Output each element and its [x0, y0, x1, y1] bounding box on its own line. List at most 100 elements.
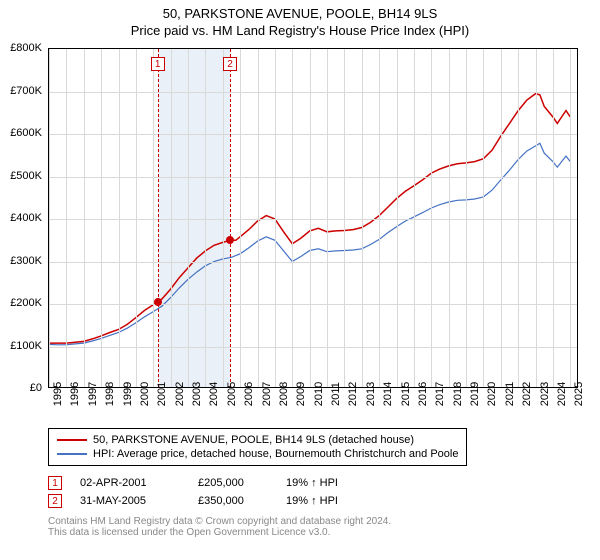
event-price: £350,000 [198, 495, 268, 507]
legend-label: HPI: Average price, detached house, Bour… [93, 448, 458, 460]
gridline-v [101, 49, 102, 387]
event-num: 2 [48, 494, 62, 508]
xtick-label: 2008 [278, 382, 290, 406]
data-point [154, 298, 162, 306]
event-line [230, 49, 231, 387]
legend-row: 50, PARKSTONE AVENUE, POOLE, BH14 9LS (d… [57, 433, 458, 447]
xtick-label: 2022 [521, 382, 533, 406]
gridline-v [240, 49, 241, 387]
event-row: 102-APR-2001£205,00019% ↑ HPI [48, 474, 338, 492]
gridline-v [275, 49, 276, 387]
gridline-v [66, 49, 67, 387]
gridline-v [49, 49, 50, 387]
xtick-label: 2009 [295, 382, 307, 406]
event-pct: 19% ↑ HPI [286, 495, 338, 507]
gridline-v [171, 49, 172, 387]
gridline-v [205, 49, 206, 387]
gridline-v [431, 49, 432, 387]
gridline-v [362, 49, 363, 387]
gridline-h [49, 347, 577, 348]
ytick-label: £300K [2, 255, 42, 267]
data-point [226, 236, 234, 244]
legend-row: HPI: Average price, detached house, Bour… [57, 447, 458, 461]
gridline-v [518, 49, 519, 387]
xtick-label: 1998 [104, 382, 116, 406]
gridline-v [344, 49, 345, 387]
legend-swatch [57, 439, 87, 441]
events-block: 102-APR-2001£205,00019% ↑ HPI 2 31-MAY-200… [48, 474, 338, 510]
chart-subtitle: Price paid vs. HM Land Registry's House … [0, 21, 600, 38]
xtick-label: 2010 [313, 382, 325, 406]
event-marker: 2 [223, 57, 237, 71]
xtick-label: 2005 [226, 382, 238, 406]
gridline-v [292, 49, 293, 387]
ytick-label: £600K [2, 127, 42, 139]
gridline-h [49, 219, 577, 220]
gridline-v [379, 49, 380, 387]
xtick-label: 2013 [365, 382, 377, 406]
xtick-label: 2015 [400, 382, 412, 406]
xtick-label: 2001 [156, 382, 168, 406]
gridline-v [397, 49, 398, 387]
gridline-v [84, 49, 85, 387]
xtick-label: 2019 [469, 382, 481, 406]
xtick-label: 2004 [208, 382, 220, 406]
gridline-v [310, 49, 311, 387]
gridline-v [327, 49, 328, 387]
xtick-label: 2002 [174, 382, 186, 406]
footer: Contains HM Land Registry data © Crown c… [48, 516, 391, 538]
xtick-label: 2025 [573, 382, 585, 406]
xtick-label: 1997 [87, 382, 99, 406]
xtick-label: 2011 [330, 382, 342, 406]
event-pct: 19% ↑ HPI [286, 477, 338, 489]
gridline-h [49, 177, 577, 178]
xtick-label: 2024 [556, 382, 568, 406]
ytick-label: £100K [2, 340, 42, 352]
xtick-label: 2006 [243, 382, 255, 406]
gridline-v [223, 49, 224, 387]
gridline-v [119, 49, 120, 387]
xtick-label: 2020 [486, 382, 498, 406]
chart-container: 50, PARKSTONE AVENUE, POOLE, BH14 9LS Pr… [0, 0, 600, 560]
gridline-h [49, 92, 577, 93]
event-num: 1 [48, 476, 62, 490]
gridline-v [536, 49, 537, 387]
ytick-label: £200K [2, 297, 42, 309]
xtick-label: 1996 [69, 382, 81, 406]
gridline-v [188, 49, 189, 387]
event-date: 31-MAY-2005 [80, 495, 180, 507]
gridline-h [49, 304, 577, 305]
gridline-v [570, 49, 571, 387]
ytick-label: £800K [2, 42, 42, 54]
gridline-h [49, 134, 577, 135]
ytick-label: £0 [2, 382, 42, 394]
xtick-label: 2018 [452, 382, 464, 406]
gridline-v [136, 49, 137, 387]
chart-title: 50, PARKSTONE AVENUE, POOLE, BH14 9LS [0, 0, 600, 21]
xtick-label: 2021 [504, 382, 516, 406]
footer-line2: This data is licensed under the Open Gov… [48, 527, 391, 538]
legend: 50, PARKSTONE AVENUE, POOLE, BH14 9LS (d… [48, 428, 467, 466]
gridline-v [449, 49, 450, 387]
event-marker: 1 [151, 57, 165, 71]
ytick-label: £400K [2, 212, 42, 224]
gridline-h [49, 262, 577, 263]
gridline-v [466, 49, 467, 387]
gridline-v [553, 49, 554, 387]
ytick-label: £500K [2, 170, 42, 182]
xtick-label: 1999 [122, 382, 134, 406]
event-line [158, 49, 159, 387]
gridline-v [258, 49, 259, 387]
xtick-label: 2007 [261, 382, 273, 406]
gridline-v [414, 49, 415, 387]
legend-swatch [57, 453, 87, 455]
gridline-v [483, 49, 484, 387]
legend-label: 50, PARKSTONE AVENUE, POOLE, BH14 9LS (d… [93, 434, 414, 446]
event-row: 2 31-MAY-2005 £350,000 19% ↑ HPI [48, 492, 338, 510]
gridline-v [153, 49, 154, 387]
xtick-label: 2023 [539, 382, 551, 406]
xtick-label: 2000 [139, 382, 151, 406]
footer-line1: Contains HM Land Registry data © Crown c… [48, 516, 391, 527]
xtick-label: 2012 [347, 382, 359, 406]
xtick-label: 2014 [382, 382, 394, 406]
